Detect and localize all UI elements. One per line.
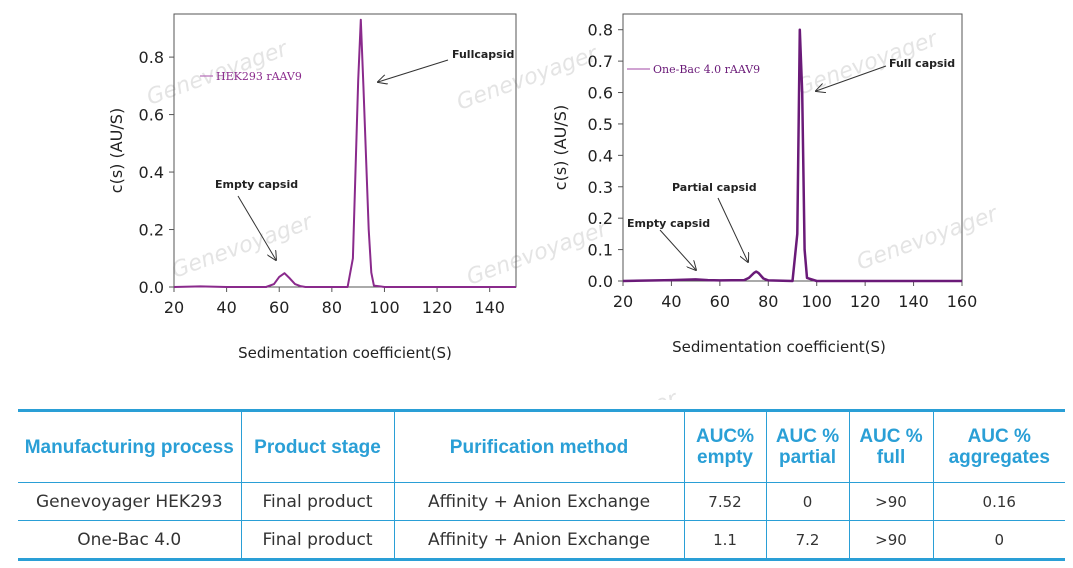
annotation-arrow [659, 229, 696, 270]
annotation-arrow [237, 195, 276, 260]
x-tick-label: 40 [216, 298, 236, 317]
y-tick-label: 0.6 [588, 84, 613, 103]
cell-auc-empty: 1.1 [684, 520, 767, 560]
x-tick-label: 20 [164, 298, 184, 317]
x-tick-label: 80 [758, 292, 778, 311]
header-auc-empty: AUC% empty [684, 410, 767, 483]
cell-stage: Final product [241, 482, 395, 521]
cell-auc-aggregates: 0.16 [933, 482, 1065, 521]
header-auc-partial: AUC % partial [766, 410, 850, 483]
y-tick-label: 0.2 [139, 221, 164, 240]
annotation-label: Full capsid [889, 57, 955, 70]
x-tick-label: 60 [710, 292, 730, 311]
auc-table: Manufacturing process Product stage Puri… [18, 409, 1065, 561]
y-axis-label: c(s) (AU/S) [107, 108, 126, 193]
cell-method: Affinity + Anion Exchange [394, 482, 685, 521]
annotation-label: Empty capsid [627, 217, 710, 230]
x-tick-label: 140 [474, 298, 505, 317]
cell-auc-empty: 7.52 [684, 482, 767, 521]
cell-auc-aggregates: 0 [994, 530, 1005, 549]
x-tick-label: 40 [661, 292, 681, 311]
annotation-arrow [816, 65, 887, 91]
header-auc-full: AUC % full [849, 410, 934, 483]
cell-auc-full: >90 [849, 482, 934, 521]
cell-stage: Final product [241, 520, 395, 560]
y-tick-label: 0.8 [588, 21, 613, 40]
annotation-arrow [378, 59, 449, 82]
watermark-text: Genevoyager [169, 209, 318, 284]
x-tick-label: 20 [613, 292, 633, 311]
x-axis-label: Sedimentation coefficient(S) [672, 338, 886, 356]
x-tick-label: 60 [269, 298, 289, 317]
cell-auc-full: >90 [849, 520, 934, 560]
annotation-label: Empty capsid [215, 178, 298, 191]
x-axis-label: Sedimentation coefficient(S) [238, 344, 452, 362]
x-tick-label: 140 [898, 292, 929, 311]
cell-process: Genevoyager HEK293 [18, 482, 242, 521]
x-tick-label: 80 [322, 298, 342, 317]
legend-label: HEK293 rAAV9 [216, 70, 302, 83]
cell-auc-partial: 7.2 [766, 520, 850, 560]
x-tick-label: 100 [369, 298, 400, 317]
y-tick-label: 0.4 [588, 146, 613, 165]
x-tick-label: 120 [850, 292, 881, 311]
y-tick-label: 0.8 [139, 48, 164, 67]
series-line [622, 28, 962, 283]
annotation-label: Fullcapsid [452, 48, 514, 61]
y-tick-label: 0.5 [588, 115, 613, 134]
y-tick-label: 0.6 [139, 106, 164, 125]
header-purification-method: Purification method [394, 410, 685, 483]
y-tick-label: 0.3 [588, 178, 613, 197]
watermark-text: Genevoyager [854, 201, 1003, 276]
y-tick-label: 0.7 [588, 52, 613, 71]
table-row: Genevoyager HEK293 Final product Affinit… [18, 482, 1065, 521]
cell-method: Affinity + Anion Exchange [394, 520, 685, 560]
auc-table-container: Manufacturing process Product stage Puri… [18, 409, 1065, 561]
x-tick-label: 120 [422, 298, 453, 317]
cell-process: One-Bac 4.0 [18, 520, 242, 560]
legend-label: One-Bac 4.0 rAAV9 [653, 63, 760, 76]
y-tick-label: 0.0 [588, 272, 613, 291]
x-tick-label: 100 [801, 292, 832, 311]
annotation-label: Partial capsid [672, 181, 757, 194]
y-tick-label: 0.0 [139, 278, 164, 297]
series-line [173, 18, 516, 288]
table-header-row: Manufacturing process Product stage Puri… [18, 410, 1065, 483]
y-tick-label: 0.2 [588, 209, 613, 228]
chart-hek293: 20 40 60 80 100 120 140 0.0 0.2 0.4 0.6 0.8 c(s) (AU… [107, 13, 517, 362]
header-product-stage: Product stage [241, 410, 395, 483]
cell-auc-partial: 0 [766, 482, 850, 521]
annotation-arrow [717, 197, 748, 262]
chart-onebac: 20 40 60 80 100 120 140 160 0.0 0.1 0.2 0.3 0.4 0.5 0.… [551, 13, 978, 356]
header-manufacturing-process: Manufacturing process [18, 410, 242, 483]
header-auc-aggregates: AUC % aggregates [933, 410, 1065, 483]
x-tick-label: 160 [947, 292, 978, 311]
y-tick-label: 0.1 [588, 241, 613, 260]
y-tick-label: 0.4 [139, 163, 164, 182]
watermark-text: Genevoyager [534, 386, 683, 400]
y-axis-label: c(s) (AU/S) [551, 105, 570, 190]
table-row: One-Bac 4.0 Final product Affinity + Ani… [18, 520, 1065, 560]
